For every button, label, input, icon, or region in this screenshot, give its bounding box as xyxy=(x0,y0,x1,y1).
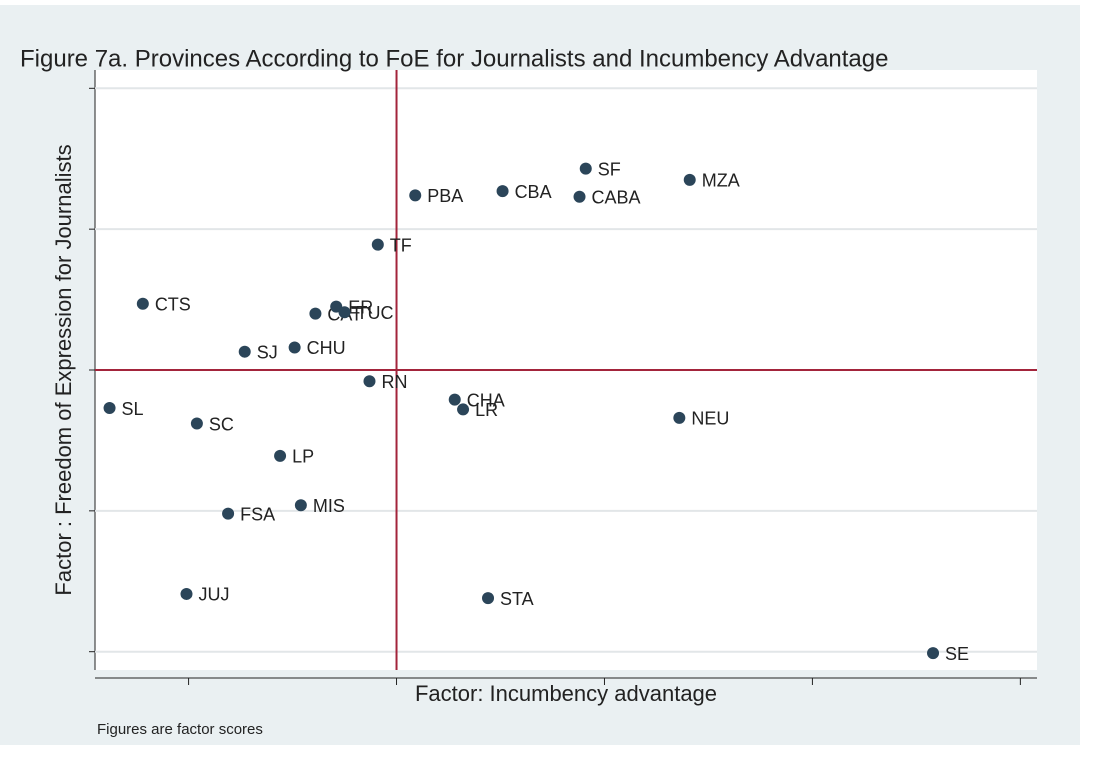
point-label: ER xyxy=(348,297,373,317)
point xyxy=(294,499,307,512)
point-label: SF xyxy=(598,159,621,179)
point xyxy=(363,375,376,388)
point xyxy=(457,403,470,416)
note: Figures are factor scores xyxy=(97,721,263,738)
point-label: LP xyxy=(292,447,314,467)
point-label: SJ xyxy=(257,342,278,362)
point-label: SE xyxy=(945,644,969,664)
point xyxy=(448,393,461,406)
chart-title: Figure 7a. Provinces According to FoE fo… xyxy=(20,45,888,72)
point-label: NEU xyxy=(691,409,729,429)
point-label: LR xyxy=(475,400,498,420)
point-label: SC xyxy=(209,414,234,434)
point-label: CHU xyxy=(307,338,346,358)
point-label: RN xyxy=(381,372,407,392)
point xyxy=(579,162,592,175)
point xyxy=(288,341,301,354)
point xyxy=(190,417,203,430)
point xyxy=(683,173,696,186)
point xyxy=(222,507,235,520)
point-label: FSA xyxy=(240,504,275,524)
point xyxy=(573,190,586,203)
point-label: TUC xyxy=(357,303,394,323)
point-label: JUJ xyxy=(198,585,229,605)
point xyxy=(238,345,251,358)
point xyxy=(927,647,940,660)
x-axis-title: Factor: Incumbency advantage xyxy=(415,681,717,706)
point-label: PBA xyxy=(427,186,463,206)
point xyxy=(309,307,322,320)
point xyxy=(180,587,193,600)
point-label: CTS xyxy=(155,295,191,315)
point xyxy=(371,238,384,251)
point-label: MIS xyxy=(313,496,345,516)
point-label: TF xyxy=(390,235,412,255)
point xyxy=(482,592,495,605)
point xyxy=(136,297,149,310)
point xyxy=(274,449,287,462)
point xyxy=(409,189,422,202)
y-axis-title: Factor : Freedom of Expression for Journ… xyxy=(51,144,76,595)
point xyxy=(673,411,686,424)
point xyxy=(338,306,351,319)
point-label: CBA xyxy=(515,182,552,202)
point-label: CABA xyxy=(592,188,641,208)
point-label: MZA xyxy=(702,171,740,191)
point-label: CHA xyxy=(467,390,505,410)
point xyxy=(103,402,116,415)
point-label: SL xyxy=(122,399,144,419)
point-label: STA xyxy=(500,589,534,609)
point xyxy=(496,185,509,198)
